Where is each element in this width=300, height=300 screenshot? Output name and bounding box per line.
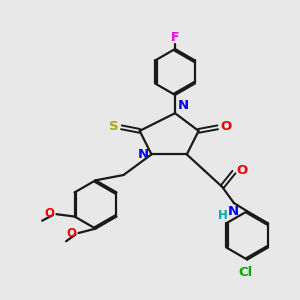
Text: N: N <box>177 99 188 112</box>
Text: O: O <box>67 227 77 240</box>
Text: O: O <box>45 207 55 220</box>
Text: S: S <box>109 120 118 133</box>
Text: F: F <box>171 31 179 44</box>
Text: H: H <box>218 209 228 223</box>
Text: N: N <box>137 148 148 161</box>
Text: O: O <box>236 164 247 177</box>
Text: N: N <box>228 206 239 218</box>
Text: Cl: Cl <box>238 266 253 279</box>
Text: O: O <box>221 120 232 133</box>
